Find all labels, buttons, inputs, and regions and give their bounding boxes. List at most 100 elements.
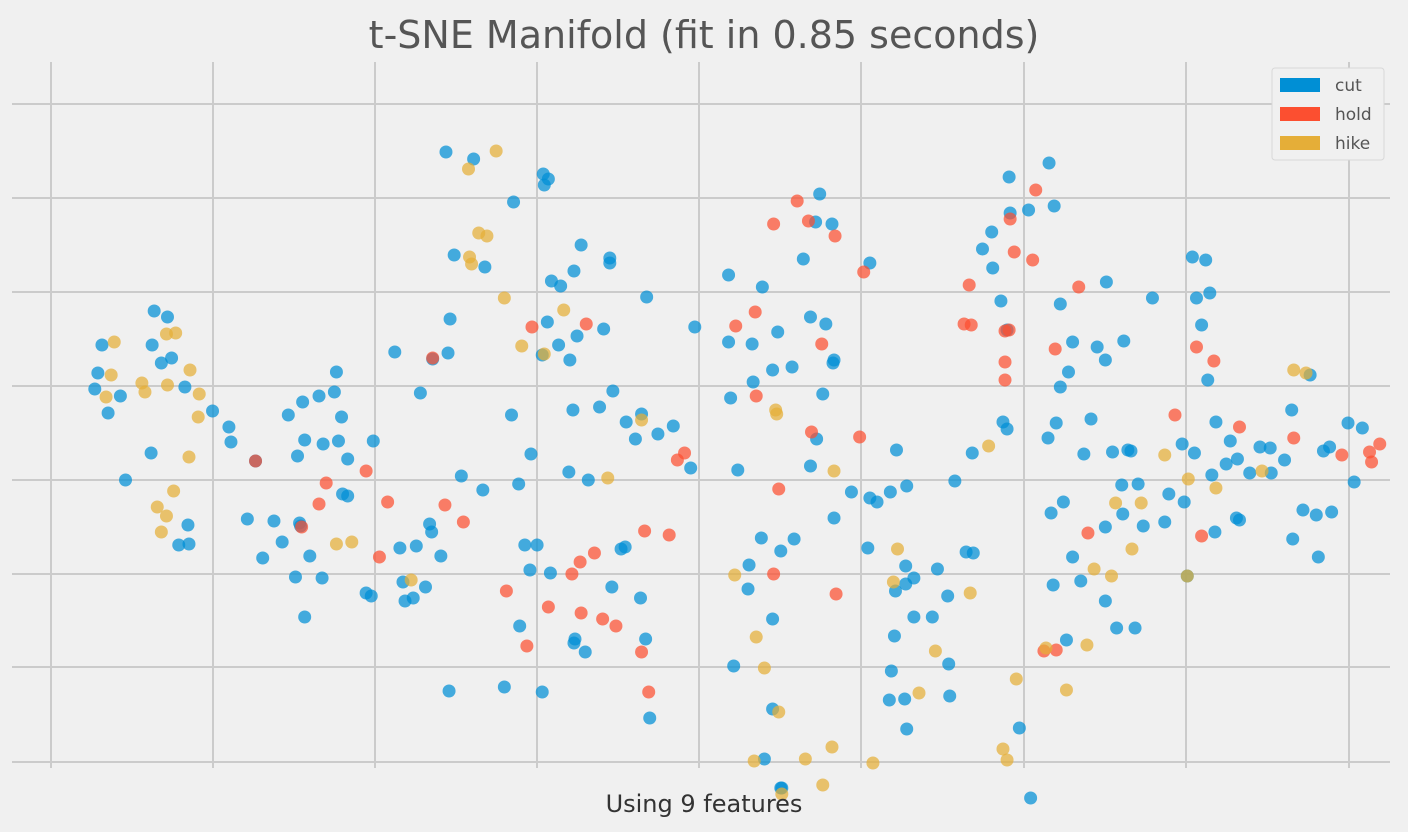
point-cut bbox=[1175, 437, 1189, 451]
point-cut bbox=[1053, 297, 1067, 311]
point-hold bbox=[372, 550, 386, 564]
point-cut bbox=[731, 463, 745, 477]
point-cut bbox=[119, 473, 133, 487]
point-cut bbox=[281, 408, 295, 422]
point-cut bbox=[900, 722, 914, 736]
point-cut bbox=[1285, 403, 1299, 417]
point-cut bbox=[1347, 475, 1361, 489]
point-hike bbox=[775, 787, 789, 801]
point-cut bbox=[147, 304, 161, 318]
point-cut bbox=[722, 268, 736, 282]
point-hike bbox=[159, 509, 173, 523]
point-cut bbox=[1219, 457, 1233, 471]
point-hold bbox=[1002, 323, 1016, 337]
point-hike bbox=[345, 535, 359, 549]
point-cut bbox=[570, 329, 584, 343]
point-cut bbox=[574, 238, 588, 252]
x-axis-label: Using 9 features bbox=[606, 790, 803, 818]
point-cut bbox=[1059, 633, 1073, 647]
point-cut bbox=[898, 692, 912, 706]
point-cut bbox=[523, 563, 537, 577]
point-hold bbox=[426, 351, 440, 365]
point-cut bbox=[1116, 507, 1130, 521]
point-cut bbox=[172, 538, 186, 552]
point-hold bbox=[1003, 212, 1017, 226]
point-hold bbox=[1189, 340, 1203, 354]
point-cut bbox=[540, 315, 554, 329]
point-cut bbox=[1128, 621, 1142, 635]
point-cut bbox=[1136, 519, 1150, 533]
point-cut bbox=[1158, 515, 1172, 529]
point-hold bbox=[1049, 643, 1063, 657]
point-hold bbox=[1365, 455, 1379, 469]
point-cut bbox=[787, 532, 801, 546]
point-hike bbox=[1287, 363, 1301, 377]
point-cut bbox=[1223, 434, 1237, 448]
point-cut bbox=[899, 577, 913, 591]
point-cut bbox=[1041, 431, 1055, 445]
point-cut bbox=[101, 406, 115, 420]
point-cut bbox=[434, 549, 448, 563]
point-hike bbox=[1039, 641, 1053, 655]
grid bbox=[12, 62, 1390, 768]
point-cut bbox=[298, 433, 312, 447]
point-cut bbox=[256, 551, 270, 565]
point-cut bbox=[816, 387, 830, 401]
point-hike bbox=[886, 575, 900, 589]
point-hike bbox=[1134, 496, 1148, 510]
point-hold bbox=[749, 389, 763, 403]
point-cut bbox=[755, 280, 769, 294]
point-cut bbox=[1049, 416, 1063, 430]
point-hike bbox=[1059, 683, 1073, 697]
point-cut bbox=[861, 541, 875, 555]
point-cut bbox=[1098, 353, 1112, 367]
point-hold bbox=[295, 520, 309, 534]
point-cut bbox=[578, 645, 592, 659]
point-cut bbox=[619, 415, 633, 429]
point-cut bbox=[1230, 452, 1244, 466]
point-cut bbox=[497, 680, 511, 694]
point-hike bbox=[798, 752, 812, 766]
point-hold bbox=[587, 546, 601, 560]
point-hike bbox=[329, 537, 343, 551]
point-hike bbox=[404, 573, 418, 587]
point-hold bbox=[829, 587, 843, 601]
point-cut bbox=[1002, 170, 1016, 184]
point-cut bbox=[618, 540, 632, 554]
point-cut bbox=[900, 479, 914, 493]
point-hold bbox=[1195, 529, 1209, 543]
point-cut bbox=[634, 591, 648, 605]
point-cut bbox=[524, 447, 538, 461]
point-cut bbox=[1077, 447, 1091, 461]
point-cut bbox=[766, 612, 780, 626]
point-hold bbox=[249, 454, 263, 468]
point-cut bbox=[303, 549, 317, 563]
point-cut bbox=[1117, 334, 1131, 348]
point-hold bbox=[1081, 526, 1095, 540]
point-hike bbox=[107, 335, 121, 349]
point-cut bbox=[643, 711, 657, 725]
point-cut bbox=[327, 385, 341, 399]
point-hold bbox=[998, 355, 1012, 369]
point-cut bbox=[746, 375, 760, 389]
point-cut bbox=[513, 619, 527, 633]
point-hold bbox=[1363, 445, 1377, 459]
point-hike bbox=[772, 705, 786, 719]
point-cut bbox=[335, 410, 349, 424]
point-hike bbox=[825, 740, 839, 754]
point-hike bbox=[557, 303, 571, 317]
point-cut bbox=[1199, 253, 1213, 267]
point-hike bbox=[1109, 496, 1123, 510]
point-hike bbox=[728, 568, 742, 582]
point-cut bbox=[757, 752, 771, 766]
point-cut bbox=[364, 589, 378, 603]
point-cut bbox=[785, 360, 799, 374]
point-cut bbox=[1162, 487, 1176, 501]
point-cut bbox=[1341, 416, 1355, 430]
point-hold bbox=[638, 524, 652, 538]
point-cut bbox=[1323, 440, 1337, 454]
point-cut bbox=[95, 338, 109, 352]
point-cut bbox=[666, 419, 680, 433]
point-cut bbox=[965, 446, 979, 460]
point-cut bbox=[442, 684, 456, 698]
